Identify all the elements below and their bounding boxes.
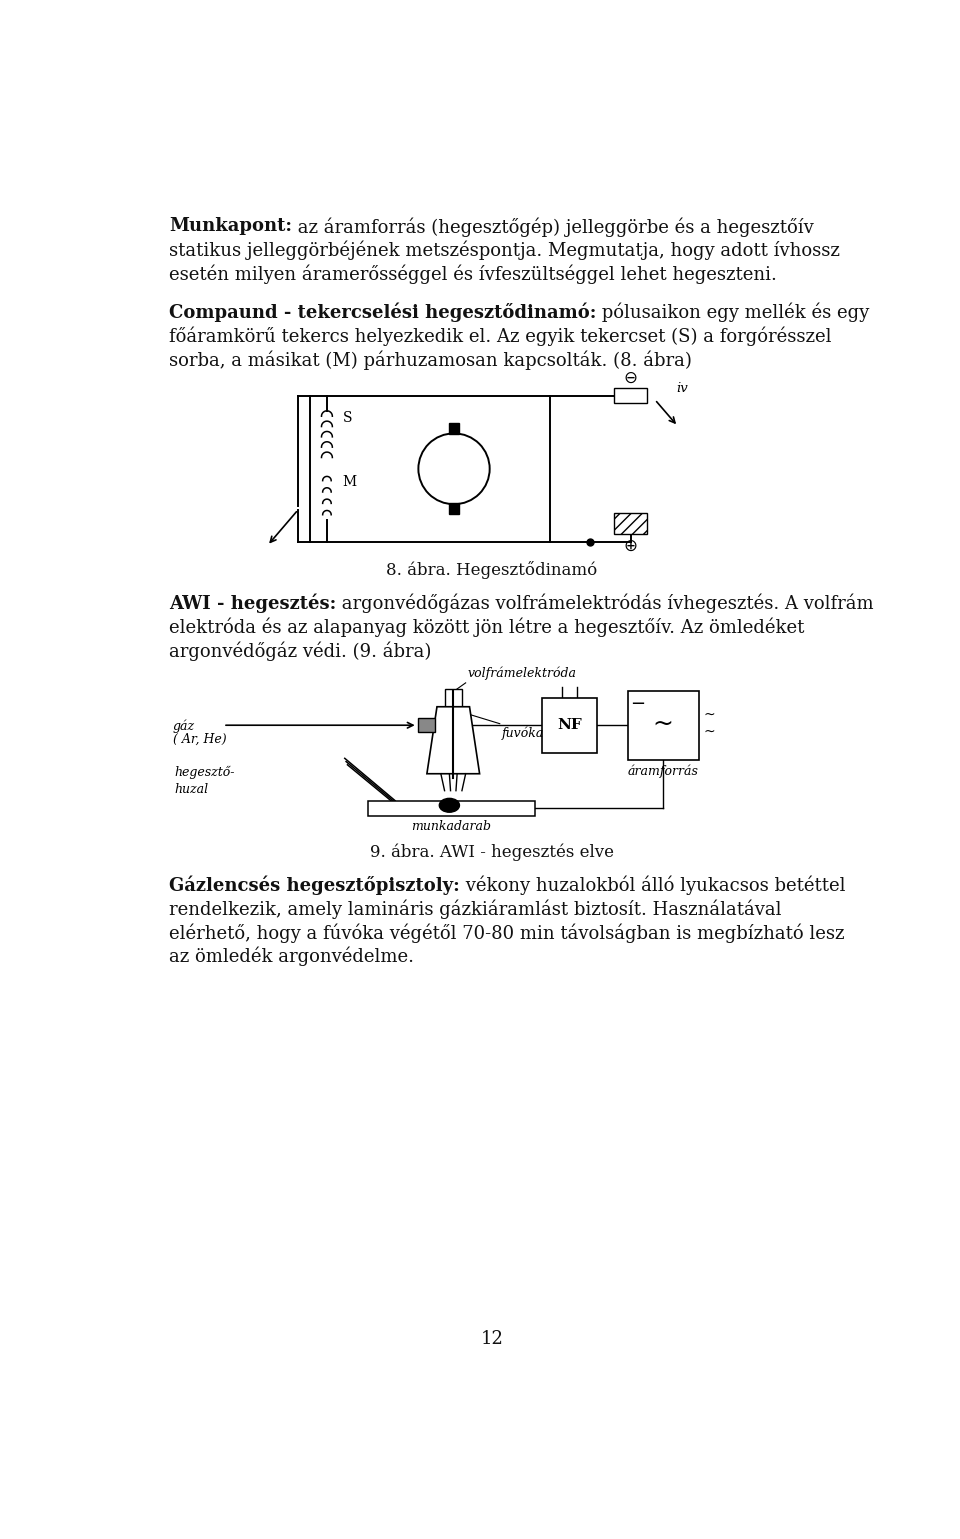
Text: elektróda és az alapanyag között jön létre a hegesztőív. Az ömledéket: elektróda és az alapanyag között jön lét… <box>169 617 804 637</box>
Text: argonvédőgáz védi. (9. ábra): argonvédőgáz védi. (9. ábra) <box>169 642 431 660</box>
Text: sorba, a másikat (M) párhuzamosan kapcsolták. (8. ábra): sorba, a másikat (M) párhuzamosan kapcso… <box>169 351 692 369</box>
Text: hegesztő-: hegesztő- <box>175 766 235 779</box>
Text: munkadarab: munkadarab <box>411 820 492 833</box>
Text: 9. ábra. AWI - hegesztés elve: 9. ábra. AWI - hegesztés elve <box>370 843 614 860</box>
Text: Gázlencsés hegesztőpisztoly:: Gázlencsés hegesztőpisztoly: <box>169 876 460 894</box>
Text: volfrámelektróda: volfrámelektróda <box>468 666 576 680</box>
Text: argonvédőgázas volfrámelektródás ívhegesztés. A volfrám: argonvédőgázas volfrámelektródás ívheges… <box>336 594 874 613</box>
Text: statikus jelleggörbéjének metszéspontja. Megmutatja, hogy adott ívhossz: statikus jelleggörbéjének metszéspontja.… <box>169 242 840 260</box>
Text: gáz: gáz <box>173 720 195 733</box>
Bar <box>444 689 462 706</box>
Text: esetén milyen áramerősséggel és ívfeszültséggel lehet hegeszteni.: esetén milyen áramerősséggel és ívfeszül… <box>169 265 777 285</box>
Bar <box>628 691 699 760</box>
Bar <box>614 388 647 403</box>
Bar <box>310 396 550 542</box>
Text: ( Ar, He): ( Ar, He) <box>173 733 227 746</box>
Bar <box>542 697 596 753</box>
Text: 12: 12 <box>481 1330 503 1348</box>
Text: iv: iv <box>677 382 688 396</box>
Text: Compaund - tekercselési hegesztődinamó:: Compaund - tekercselési hegesztődinamó: <box>169 303 596 322</box>
Text: pólusaikon egy mellék és egy: pólusaikon egy mellék és egy <box>596 303 870 322</box>
Text: NF: NF <box>557 719 582 733</box>
Text: ~: ~ <box>704 708 715 722</box>
Text: 8. ábra. Hegesztődinamó: 8. ábra. Hegesztődinamó <box>386 562 598 579</box>
Text: M: M <box>343 476 356 489</box>
Bar <box>418 719 435 733</box>
Text: elérhető, hogy a fúvóka végétől 70-80 min távolságban is megbízható lesz: elérhető, hogy a fúvóka végétől 70-80 mi… <box>169 923 845 942</box>
Text: áramforrás: áramforrás <box>628 765 699 779</box>
Text: vékony huzalokból álló lyukacsos betéttel: vékony huzalokból álló lyukacsos betétte… <box>460 876 845 894</box>
Text: AWI - hegesztés:: AWI - hegesztés: <box>169 594 336 613</box>
Polygon shape <box>427 706 480 774</box>
Text: rendelkezik, amely lamináris gázkiáramlást biztosít. Használatával: rendelkezik, amely lamináris gázkiáramlá… <box>169 899 781 919</box>
Text: ⊖: ⊖ <box>624 369 637 388</box>
Text: ~: ~ <box>704 725 715 739</box>
Text: −: − <box>630 696 645 713</box>
Text: ⊕: ⊕ <box>624 537 637 556</box>
Bar <box>368 800 535 816</box>
Bar <box>448 503 460 514</box>
Text: huzal: huzal <box>175 783 208 796</box>
Text: fuvóka: fuvóka <box>501 726 543 740</box>
Bar <box>448 423 460 434</box>
Circle shape <box>419 434 490 505</box>
Text: S: S <box>343 411 352 425</box>
Text: főáramkörű tekercs helyezkedik el. Az egyik tekercset (S) a forgórésszel: főáramkörű tekercs helyezkedik el. Az eg… <box>169 326 831 346</box>
Text: az ömledék argonvédelme.: az ömledék argonvédelme. <box>169 946 414 966</box>
Bar <box>614 512 647 534</box>
Text: Munkapont:: Munkapont: <box>169 217 292 235</box>
Text: az áramforrás (hegesztőgép) jelleggörbe és a hegesztőív: az áramforrás (hegesztőgép) jelleggörbe … <box>292 217 813 237</box>
Text: ~: ~ <box>653 711 674 736</box>
Ellipse shape <box>440 799 460 813</box>
